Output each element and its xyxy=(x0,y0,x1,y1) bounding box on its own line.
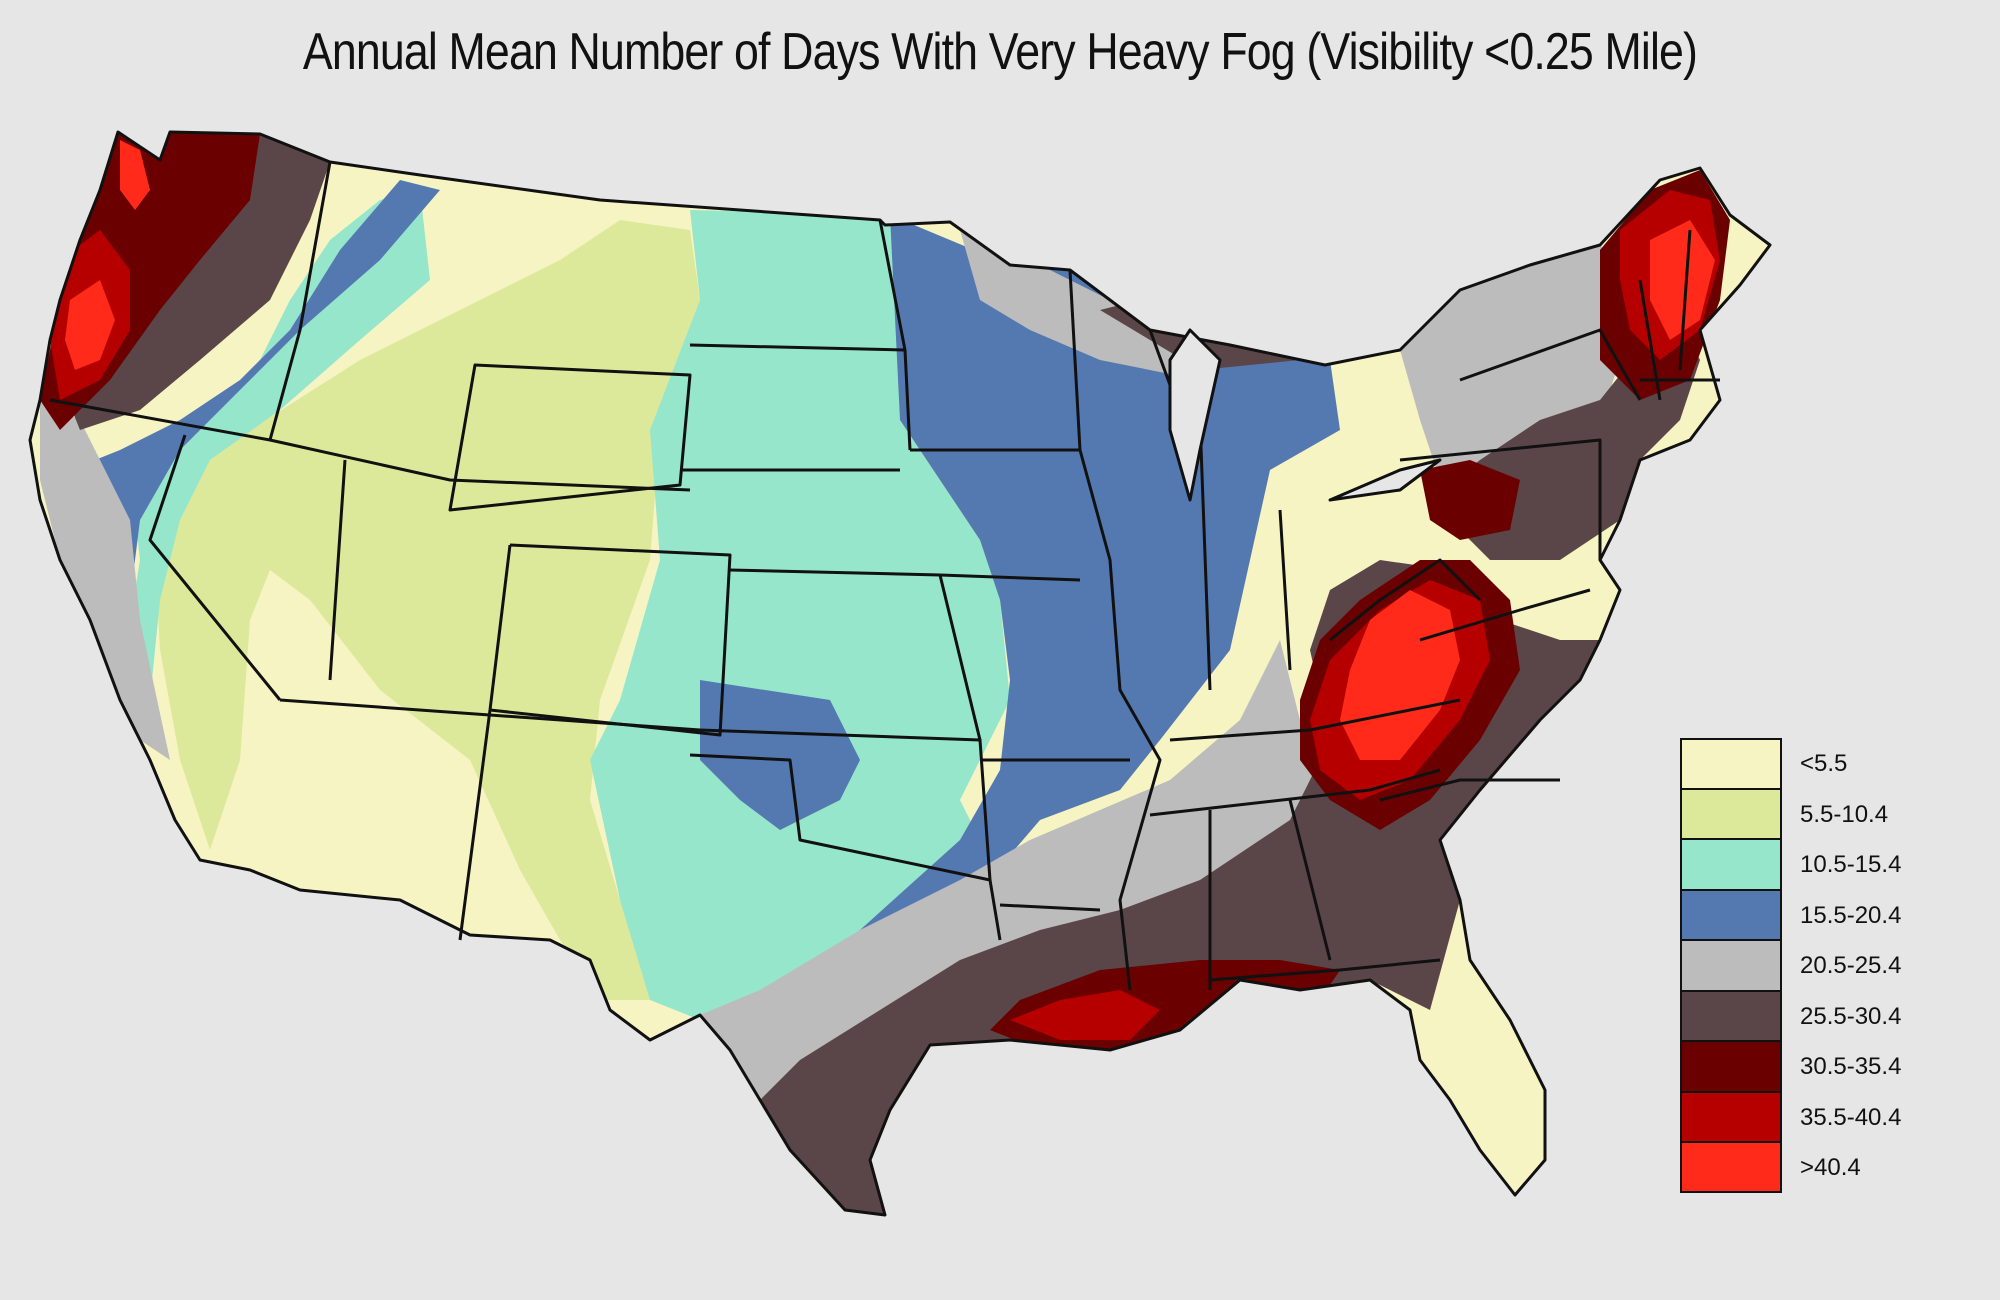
border-al-ga xyxy=(1288,799,1332,961)
legend-swatch xyxy=(1680,940,1782,991)
legend-item: >40.4 xyxy=(1680,1142,1940,1193)
border-ky-tn xyxy=(1169,698,1461,742)
legend-swatch xyxy=(1680,990,1782,1041)
legend-swatch xyxy=(1680,839,1782,890)
legend-label: >40.4 xyxy=(1800,1154,1861,1181)
zone-30-35-ohio xyxy=(1420,460,1520,540)
border-ia-mo xyxy=(939,573,1081,582)
zone-10-15-west xyxy=(120,190,430,700)
legend-label: 10.5-15.4 xyxy=(1800,851,1902,878)
legend-item: 30.5-35.4 xyxy=(1680,1041,1940,1092)
border-ut-co xyxy=(488,544,512,711)
legend-item: 25.5-30.4 xyxy=(1680,990,1940,1041)
legend-label: 15.5-20.4 xyxy=(1800,901,1902,929)
legend-label: 20.5-25.4 xyxy=(1800,952,1902,979)
legend-label: 25.5-30.4 xyxy=(1800,1002,1902,1030)
legend-swatch xyxy=(1680,1041,1782,1092)
border-va xyxy=(1419,588,1591,642)
border-mississippi xyxy=(1078,449,1162,991)
legend-label: 5.5-10.4 xyxy=(1800,800,1889,828)
border-new-england xyxy=(1638,229,1720,401)
legend-label: <5.5 xyxy=(1800,750,1848,777)
map-title: Annual Mean Number of Days With Very Hea… xyxy=(302,23,1698,81)
legend-item: 15.5-20.4 xyxy=(1680,889,1940,940)
border-tn-south xyxy=(1149,768,1441,817)
border-id-mt xyxy=(268,161,332,441)
border-ar-la xyxy=(999,903,1101,912)
legend-item: 5.5-10.4 xyxy=(1680,788,1940,839)
zone-gt40-northeast xyxy=(1650,220,1715,340)
border-in-oh xyxy=(1278,509,1292,671)
border-ok xyxy=(699,728,992,881)
legend-item: 20.5-25.4 xyxy=(1680,940,1940,991)
border-nd-sd xyxy=(689,343,906,352)
border-west xyxy=(49,398,691,492)
zone-5-10 xyxy=(150,220,700,1000)
legend-swatch xyxy=(1680,1142,1782,1193)
zone-20-25-gulf xyxy=(700,640,1320,1100)
border-nv-ut xyxy=(328,459,347,681)
legend-item: <5.5 xyxy=(1680,738,1940,789)
legend: <5.5 5.5-10.4 10.5-15.4 15.5-20.4 20.5-2… xyxy=(1680,738,1940,1193)
legend-swatch xyxy=(1680,788,1782,839)
zone-gt40-pacific xyxy=(65,280,115,370)
legend-label: 30.5-35.4 xyxy=(1800,1053,1902,1080)
zone-35-40-gulf xyxy=(1010,990,1160,1040)
zone-gt40-washington xyxy=(120,140,150,210)
border-ga-fl xyxy=(1209,958,1441,982)
lake-erie xyxy=(1328,458,1442,502)
legend-item: 10.5-15.4 xyxy=(1680,839,1940,890)
border-ca-nv xyxy=(148,434,282,701)
state-borders xyxy=(28,130,1772,1217)
lake-michigan xyxy=(1168,328,1222,502)
zone-15-20-texas xyxy=(700,680,860,830)
legend-swatch xyxy=(1680,1091,1782,1142)
border-co xyxy=(489,543,732,737)
zone-20-25-west xyxy=(40,400,170,760)
fog-zones xyxy=(30,132,1770,1215)
border-wy xyxy=(448,363,692,512)
border-tx xyxy=(689,753,1002,941)
border-wv xyxy=(1329,558,1482,642)
border-pa xyxy=(1399,438,1602,560)
border-carolinas xyxy=(1379,778,1560,802)
border-il-in xyxy=(1198,419,1212,691)
legend-label: 35.5-40.4 xyxy=(1800,1103,1902,1131)
border-az-nm xyxy=(458,709,492,941)
border-ny xyxy=(1459,328,1642,401)
zone-10-15 xyxy=(590,210,1010,1020)
border-plains-mn xyxy=(878,219,912,451)
legend-swatch xyxy=(1680,889,1782,940)
legend-item: 35.5-40.4 xyxy=(1680,1091,1940,1142)
legend-swatch xyxy=(1680,738,1782,789)
us-outline xyxy=(28,130,1772,1217)
